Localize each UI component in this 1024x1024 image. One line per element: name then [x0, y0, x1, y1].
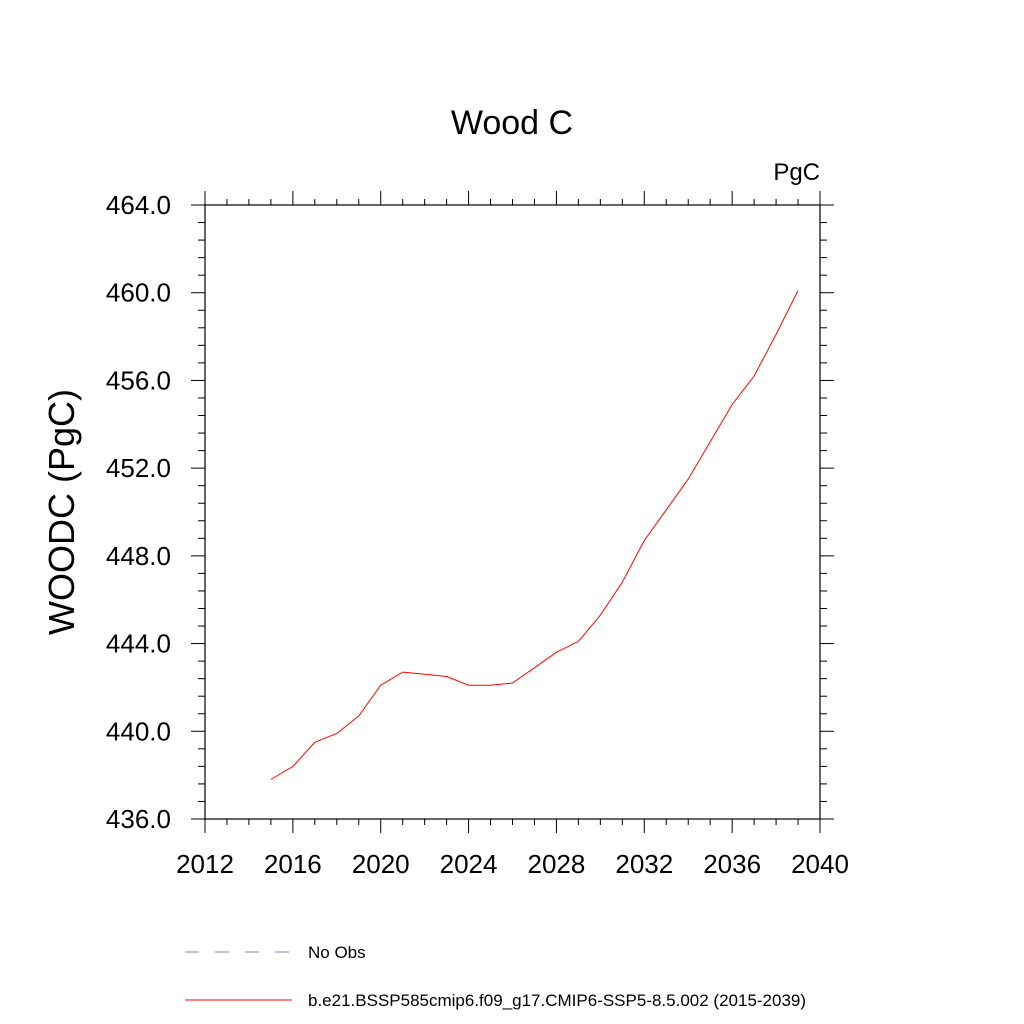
x-tick-label: 2016	[264, 849, 322, 879]
y-tick-label: 456.0	[106, 365, 171, 395]
legend-label-0: No Obs	[308, 943, 366, 962]
x-tick-label: 2020	[352, 849, 410, 879]
y-tick-label: 452.0	[106, 453, 171, 483]
series-layer	[270, 290, 799, 780]
x-tick-label: 2032	[615, 849, 673, 879]
y-tick-label: 448.0	[106, 541, 171, 571]
x-tick-label: 2040	[791, 849, 849, 879]
axis-ticks: 2012 2016 2020 2024 2028 2032 2036 2040 436.0 440…	[106, 190, 849, 879]
y-axis-label: WOODC (PgC)	[41, 389, 82, 635]
x-tick-label: 2036	[703, 849, 761, 879]
series-line-0	[270, 290, 799, 780]
x-tick-label: 2012	[176, 849, 234, 879]
x-tick-label: 2028	[528, 849, 586, 879]
y-tick-label: 436.0	[106, 804, 171, 834]
y-tick-label: 440.0	[106, 716, 171, 746]
plot-frame	[204, 204, 821, 820]
chart-title: Wood C	[451, 104, 573, 142]
y-tick-label: 464.0	[106, 190, 171, 220]
legend: No Obs b.e21.BSSP585cmip6.f09_g17.CMIP6-S…	[185, 943, 806, 1010]
y-tick-label: 444.0	[106, 629, 171, 659]
x-tick-label: 2024	[440, 849, 498, 879]
y-tick-label: 460.0	[106, 278, 171, 308]
units-label: PgC	[773, 159, 820, 186]
legend-label-1: b.e21.BSSP585cmip6.f09_g17.CMIP6-SSP5-8.…	[308, 991, 806, 1010]
